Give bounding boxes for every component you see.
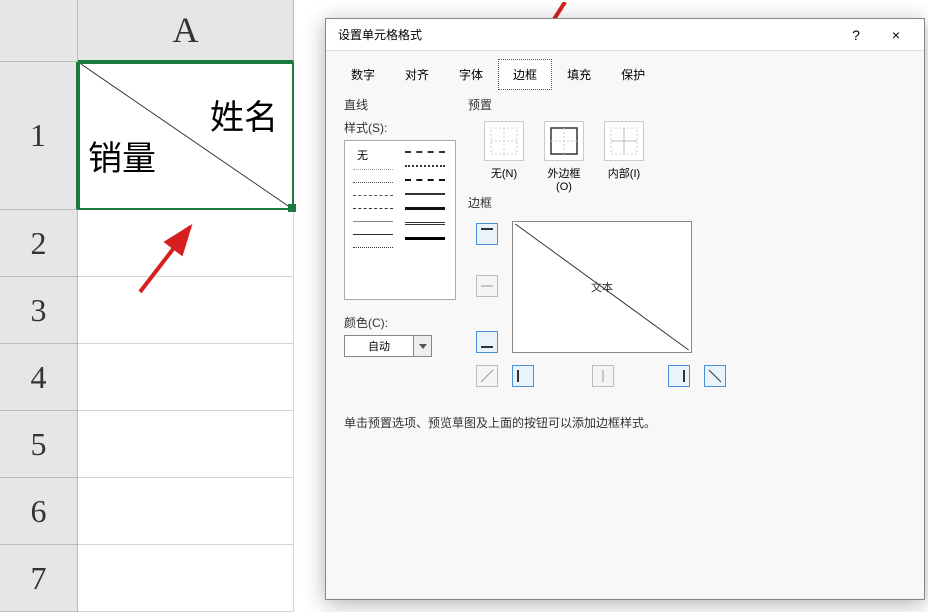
line-style-opt[interactable] — [405, 151, 445, 153]
help-button[interactable]: ? — [836, 21, 876, 49]
line-style-opt[interactable] — [405, 237, 445, 240]
tab-border[interactable]: 边框 — [498, 59, 552, 90]
row-header-3[interactable]: 3 — [0, 277, 78, 344]
cell-a7[interactable] — [78, 545, 294, 612]
border-label: 边框 — [468, 194, 888, 211]
line-label: 直线 — [344, 96, 464, 113]
line-style-opt[interactable] — [405, 193, 445, 195]
line-group: 直线 样式(S): 无 — [344, 96, 464, 357]
tab-protection[interactable]: 保护 — [606, 59, 660, 90]
cell-a1-top-text: 姓名 — [210, 90, 278, 139]
line-style-opt[interactable] — [353, 234, 393, 235]
line-style-opt[interactable] — [405, 165, 445, 167]
line-style-opt[interactable] — [353, 195, 393, 196]
tab-fill[interactable]: 填充 — [552, 59, 606, 90]
border-top-button[interactable] — [476, 223, 498, 245]
line-style-opt[interactable] — [405, 222, 445, 225]
preset-label: 预置 — [468, 96, 888, 113]
cell-a1-bottom-text: 销量 — [88, 131, 156, 180]
format-cells-dialog: 设置单元格格式 ? × 数字 对齐 字体 边框 填充 保护 直线 样式(S): … — [325, 18, 925, 600]
preset-none[interactable]: 无(N) — [482, 121, 526, 193]
line-style-box[interactable]: 无 — [344, 140, 456, 300]
row-header-6[interactable]: 6 — [0, 478, 78, 545]
preset-group: 预置 无(N) 外边框(O) 内部(I) — [468, 96, 888, 193]
cell-a4[interactable] — [78, 344, 294, 411]
tab-number[interactable]: 数字 — [336, 59, 390, 90]
line-style-none[interactable]: 无 — [357, 147, 368, 163]
border-group: 边框 文本 — [468, 194, 888, 415]
fill-handle[interactable] — [288, 204, 296, 212]
tab-font[interactable]: 字体 — [444, 59, 498, 90]
row-header-5[interactable]: 5 — [0, 411, 78, 478]
preset-none-label: 无(N) — [482, 165, 526, 181]
border-hmiddle-button[interactable] — [476, 275, 498, 297]
border-diag-up-button[interactable] — [476, 365, 498, 387]
border-vmiddle-button[interactable] — [592, 365, 614, 387]
preview-text: 文本 — [591, 279, 613, 295]
row-header-4[interactable]: 4 — [0, 344, 78, 411]
preset-inside[interactable]: 内部(I) — [602, 121, 646, 193]
line-style-opt[interactable] — [353, 221, 393, 222]
cell-a1[interactable]: 姓名 销量 — [78, 62, 294, 210]
border-bottom-button[interactable] — [476, 331, 498, 353]
border-right-button[interactable] — [668, 365, 690, 387]
dialog-titlebar: 设置单元格格式 ? × — [326, 19, 924, 51]
preset-outline[interactable]: 外边框(O) — [542, 121, 586, 193]
column-header-a[interactable]: A — [78, 0, 294, 62]
line-style-opt[interactable] — [353, 247, 393, 248]
preset-inside-label: 内部(I) — [602, 165, 646, 181]
color-row: 颜色(C): 自动 — [344, 314, 464, 357]
line-style-opt[interactable] — [353, 169, 393, 170]
cell-a2[interactable] — [78, 210, 294, 277]
dialog-title: 设置单元格格式 — [338, 26, 836, 43]
preset-none-icon — [484, 121, 524, 161]
dialog-tabs: 数字 对齐 字体 边框 填充 保护 — [326, 51, 924, 90]
row-header-1[interactable]: 1 — [0, 62, 78, 210]
row-header-7[interactable]: 7 — [0, 545, 78, 612]
cell-a3[interactable] — [78, 277, 294, 344]
line-style-opt[interactable] — [405, 179, 445, 181]
cell-a6[interactable] — [78, 478, 294, 545]
sheet-corner[interactable] — [0, 0, 78, 62]
preset-outline-label: 外边框(O) — [542, 165, 586, 193]
border-preview[interactable]: 文本 — [512, 221, 692, 353]
preset-inside-icon — [604, 121, 644, 161]
color-value: 自动 — [344, 335, 414, 357]
hint-text: 单击预置选项、预览草图及上面的按钮可以添加边框样式。 — [344, 414, 656, 431]
chevron-down-icon[interactable] — [414, 335, 432, 357]
border-diag-down-button[interactable] — [704, 365, 726, 387]
border-left-button[interactable] — [512, 365, 534, 387]
line-style-opt[interactable] — [353, 208, 393, 209]
color-select[interactable]: 自动 — [344, 335, 464, 357]
style-label: 样式(S): — [344, 119, 464, 136]
dialog-body: 直线 样式(S): 无 — [326, 90, 924, 598]
line-style-opt[interactable] — [353, 182, 393, 183]
line-style-opt[interactable] — [405, 207, 445, 210]
preset-outline-icon — [544, 121, 584, 161]
tab-alignment[interactable]: 对齐 — [390, 59, 444, 90]
row-header-2[interactable]: 2 — [0, 210, 78, 277]
close-button[interactable]: × — [876, 21, 916, 49]
color-label: 颜色(C): — [344, 314, 464, 331]
cell-a5[interactable] — [78, 411, 294, 478]
